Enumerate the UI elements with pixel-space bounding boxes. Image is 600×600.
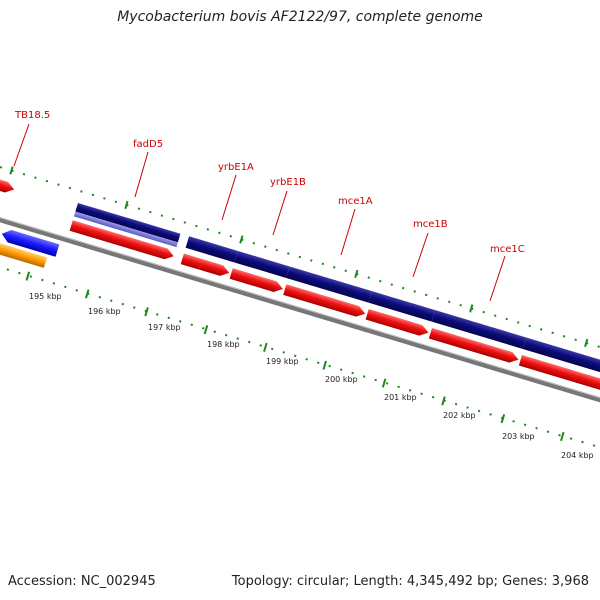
gene-fadd5-overlay[interactable]: [73, 211, 178, 248]
accession-text: Accession: NC_002945: [8, 574, 156, 589]
scale-label: 196 kbp: [88, 307, 121, 316]
cds-arrow[interactable]: [365, 308, 430, 338]
gene-label-yrbe1b: yrbE1B: [270, 177, 306, 188]
cds-arrow[interactable]: [69, 220, 176, 261]
gene-mce1a-block[interactable]: [286, 266, 373, 303]
gene-label-tb18-5: TB18.5: [14, 110, 50, 121]
cds-arrow[interactable]: [428, 327, 520, 365]
gene-yrbe1a-block[interactable]: [185, 236, 238, 263]
label-leaders: [13, 123, 506, 302]
gene-label-fadd5: fadD5: [133, 139, 163, 150]
scale-label: 204 kbp: [561, 451, 594, 460]
reverse-gene-arrow[interactable]: [0, 228, 60, 257]
lower-ruler-ticks: [25, 271, 565, 442]
gene-next-block[interactable]: [522, 337, 600, 384]
gene-tb18-5-arrow[interactable]: [0, 158, 16, 195]
map-title: Mycobacterium bovis AF2122/97, complete …: [117, 9, 483, 25]
gene-mce1c-block[interactable]: [431, 310, 527, 349]
scale-label: 199 kbp: [266, 357, 299, 366]
gene-fadd5-block[interactable]: [75, 202, 181, 243]
scale-label: 200 kbp: [325, 375, 358, 384]
gene-label-yrbe1a: yrbE1A: [218, 162, 254, 173]
gene-label-mce1b: mce1B: [413, 219, 448, 230]
upper-ruler-dots: [0, 152, 600, 385]
orange-feature[interactable]: [0, 243, 48, 268]
scale-label: 197 kbp: [148, 323, 181, 332]
scale-label: 203 kbp: [502, 432, 535, 441]
genome-summary-text: Topology: circular; Length: 4,345,492 bp…: [231, 574, 589, 589]
gene-mce1b-block[interactable]: [368, 291, 436, 322]
cds-arrow[interactable]: [283, 284, 367, 319]
lower-ruler-dots: [0, 244, 600, 477]
cds-arrow[interactable]: [518, 354, 600, 396]
scale-label: 201 kbp: [384, 393, 417, 402]
scale-label: 195 kbp: [29, 292, 62, 301]
cds-arrow[interactable]: [229, 268, 285, 294]
gene-yrbe1b-block[interactable]: [234, 250, 290, 278]
scale-label: 202 kbp: [443, 411, 476, 420]
genome-backbone: [0, 190, 600, 434]
upper-ruler-ticks: [9, 166, 589, 348]
cds-arrow[interactable]: [180, 253, 231, 279]
gene-label-mce1c: mce1C: [490, 244, 525, 255]
scale-label: 198 kbp: [207, 340, 240, 349]
gene-label-mce1a: mce1A: [338, 196, 373, 207]
